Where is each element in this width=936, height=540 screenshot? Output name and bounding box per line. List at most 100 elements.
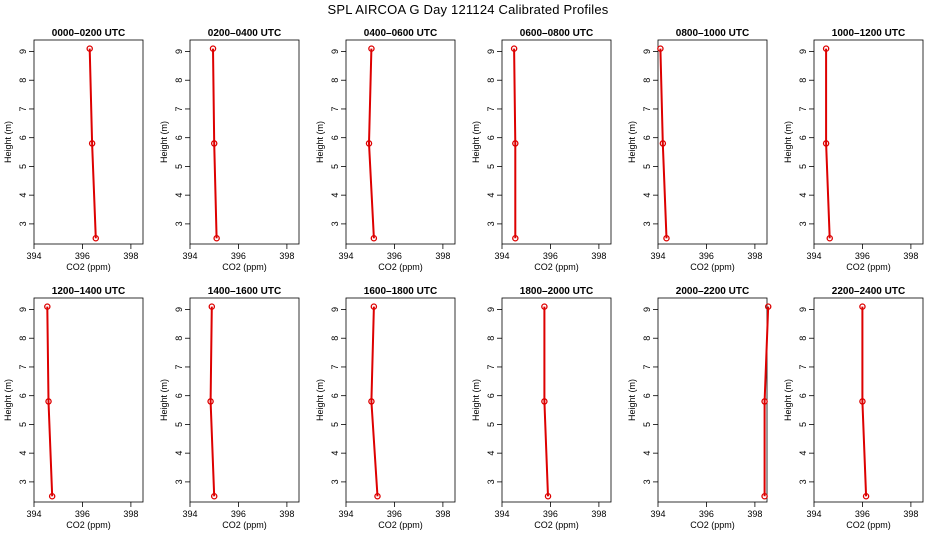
data-point [210,493,218,500]
x-tick-label: 398 [591,509,606,519]
x-tick-label: 396 [855,251,870,261]
series-line [659,48,668,239]
x-tick-label: 394 [650,251,665,261]
y-tick-label: 8 [18,78,28,83]
x-tick-label: 396 [855,509,870,519]
panel-12: 2200–2400 UTC 394 396 398 3 4 5 6 7 8 9 CO2 (ppm) He… [783,286,924,530]
panel-title: 1800–2000 UTC [520,286,593,297]
data-point [541,303,548,310]
panel-2: 0200–0400 UTC 394 396 398 3 4 5 6 7 8 9 CO2 (ppm) He… [159,28,300,272]
data-point [44,303,51,310]
y-tick-label: 7 [486,106,496,111]
y-tick-label: 8 [486,336,496,341]
panel-title: 0000–0200 UTC [52,28,125,39]
plot-frame [189,39,300,245]
y-tick-label: 8 [798,336,808,341]
y-tick-label: 8 [486,78,496,83]
y-tick-label: 4 [330,451,340,456]
y-axis-label: Height (m) [315,121,325,163]
y-tick-label: 5 [798,422,808,427]
data-point [764,303,772,310]
y-tick-label: 3 [486,221,496,226]
data-point [657,45,664,52]
x-tick-label: 398 [123,251,138,261]
y-axis-label: Height (m) [627,121,637,163]
y-tick-label: 3 [642,479,652,484]
y-tick-label: 5 [486,422,496,427]
x-tick-label: 398 [747,509,762,519]
x-tick-label: 396 [699,509,714,519]
panel-4: 0600–0800 UTC 394 396 398 3 4 5 6 7 8 9 CO2 (ppm) He… [471,28,612,272]
y-tick-label: 8 [642,336,652,341]
y-axis-label: Height (m) [783,121,793,163]
y-tick-label: 3 [486,479,496,484]
y-tick-label: 8 [798,78,808,83]
x-axis-label: CO2 (ppm) [378,262,423,272]
data-point [370,235,378,242]
y-tick-label: 6 [642,393,652,398]
x-axis-label: CO2 (ppm) [690,262,735,272]
series-line [88,48,97,239]
x-axis-label: CO2 (ppm) [66,520,111,530]
y-tick-label: 6 [18,393,28,398]
y-tick-label: 6 [798,135,808,140]
y-tick-label: 6 [330,393,340,398]
panel-9: 1600–1800 UTC 394 396 398 3 4 5 6 7 8 9 CO2 (ppm) He… [315,286,456,530]
panel-title: 0600–0800 UTC [520,28,593,39]
x-tick-label: 396 [699,251,714,261]
data-point [370,303,378,310]
y-tick-label: 9 [486,49,496,54]
plot-frame [501,39,612,245]
y-tick-label: 6 [330,135,340,140]
series-line [825,48,831,239]
panel-8: 1400–1600 UTC 394 396 398 3 4 5 6 7 8 9 CO2 (ppm) He… [159,286,300,530]
x-axis-label: CO2 (ppm) [690,520,735,530]
series-line [212,48,218,239]
y-tick-label: 9 [642,49,652,54]
x-axis-label: CO2 (ppm) [378,520,423,530]
data-point [659,140,667,147]
x-tick-label: 394 [182,251,197,261]
y-tick-label: 4 [18,451,28,456]
panel-7: 1200–1400 UTC 394 396 398 3 4 5 6 7 8 9 CO2 (ppm) He… [3,286,144,530]
y-tick-label: 7 [174,364,184,369]
y-tick-label: 9 [174,307,184,312]
data-point [368,45,375,52]
x-tick-label: 398 [279,251,294,261]
y-axis-label: Height (m) [159,121,169,163]
y-tick-label: 5 [18,164,28,169]
plot-frame [657,39,768,245]
panel-title: 2200–2400 UTC [832,286,905,297]
plot-frame [345,39,456,245]
x-tick-label: 394 [26,251,41,261]
data-point [207,398,214,405]
y-tick-label: 5 [18,422,28,427]
x-axis-label: CO2 (ppm) [222,520,267,530]
data-point [88,140,96,147]
y-tick-label: 8 [18,336,28,341]
panel-11: 2000–2200 UTC 394 396 398 3 4 5 6 7 8 9 CO2 (ppm) He… [627,286,772,530]
y-tick-label: 6 [18,135,28,140]
y-axis-label: Height (m) [627,379,637,421]
y-axis-label: Height (m) [315,379,325,421]
x-axis-label: CO2 (ppm) [534,520,579,530]
y-tick-label: 3 [642,221,652,226]
y-tick-label: 9 [642,307,652,312]
y-tick-label: 3 [18,479,28,484]
x-axis-label: CO2 (ppm) [534,262,579,272]
panel-title: 1600–1800 UTC [364,286,437,297]
series-line [543,306,549,497]
series-line [209,306,216,497]
x-tick-label: 394 [338,509,353,519]
y-tick-label: 4 [330,193,340,198]
y-axis-label: Height (m) [471,121,481,163]
y-tick-label: 8 [330,336,340,341]
panel-1: 0000–0200 UTC 394 396 398 3 4 5 6 7 8 9 CO2 (ppm) He… [3,28,144,272]
x-tick-label: 396 [75,251,90,261]
y-axis-label: Height (m) [471,379,481,421]
y-tick-label: 7 [18,364,28,369]
y-tick-label: 6 [798,393,808,398]
y-tick-label: 5 [642,422,652,427]
plot-frame [657,297,768,503]
